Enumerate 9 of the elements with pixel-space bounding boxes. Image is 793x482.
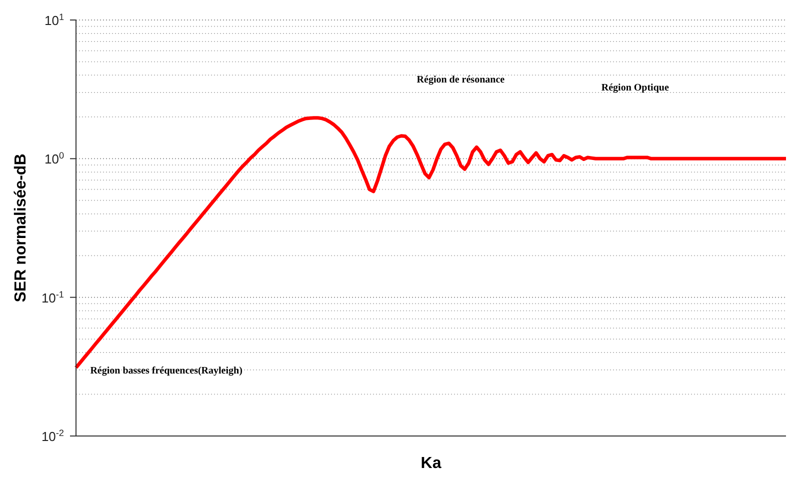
y-tick-label: 10$^{-1}$ [41,289,64,306]
x-axis-title: Ka [420,455,442,472]
annotation: Région basses fréquences(Rayleigh) [90,366,242,377]
y-tick-label: 10$^{1}$ [44,12,64,28]
annotation: Région de résonance [416,74,506,86]
annotation: Région Optique [601,82,670,94]
y-axis-title: SER normalisée-dB [12,154,30,302]
y-tick-label: 10$^{-2}$ [41,428,64,444]
y-tick-label: 10$^{0}$ [44,150,64,167]
